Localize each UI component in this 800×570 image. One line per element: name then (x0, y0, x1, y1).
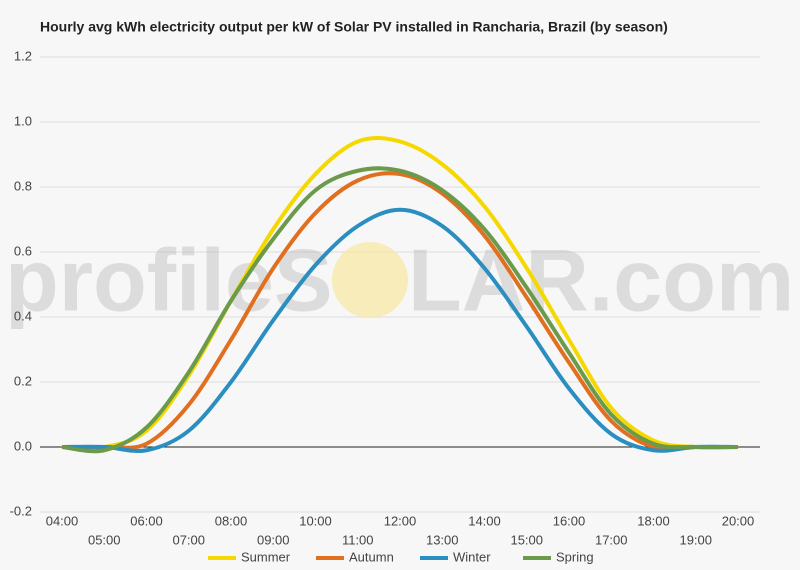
series-line (61, 207, 739, 453)
x-tick-label: 14:00 (468, 513, 501, 528)
x-tick-label: 05:00 (88, 532, 121, 547)
series-line (61, 166, 739, 454)
x-tick-label: 12:00 (384, 513, 417, 528)
x-tick-label: 15:00 (510, 532, 543, 547)
legend-label: Autumn (349, 549, 394, 564)
x-tick-label: 10:00 (299, 513, 332, 528)
watermark: profileS LAR.com (5, 230, 794, 329)
legend-label: Spring (556, 549, 594, 564)
x-tick-label: 06:00 (130, 513, 163, 528)
legend-label: Winter (453, 549, 491, 564)
x-tick-label: 18:00 (637, 513, 670, 528)
y-tick-label: 0.6 (14, 243, 32, 258)
x-tick-label: 09:00 (257, 532, 290, 547)
watermark-text: LAR.com (408, 230, 794, 329)
y-tick-label: 0.8 (14, 178, 32, 193)
y-tick-label: 0.0 (14, 438, 32, 453)
series-line (61, 136, 739, 451)
x-tick-label: 16:00 (553, 513, 586, 528)
x-tick-label: 11:00 (342, 532, 374, 547)
series-line (61, 171, 738, 451)
x-tick-label: 13:00 (426, 532, 459, 547)
x-tick-label: 04:00 (46, 513, 79, 528)
legend-label: Summer (241, 549, 291, 564)
x-tick-label: 20:00 (722, 513, 755, 528)
y-tick-label: 1.2 (14, 48, 32, 63)
y-tick-label: 0.2 (14, 373, 32, 388)
watermark-sun (332, 242, 408, 318)
watermark-text: profileS (5, 230, 333, 329)
x-tick-label: 07:00 (172, 532, 205, 547)
x-tick-label: 17:00 (595, 532, 628, 547)
chart-title: Hourly avg kWh electricity output per kW… (40, 19, 668, 35)
y-tick-label: 0.4 (14, 308, 32, 323)
y-tick-label: 1.0 (14, 113, 32, 128)
x-tick-label: 08:00 (215, 513, 248, 528)
x-tick-label: 19:00 (679, 532, 712, 547)
y-tick-label: -0.2 (10, 503, 32, 518)
